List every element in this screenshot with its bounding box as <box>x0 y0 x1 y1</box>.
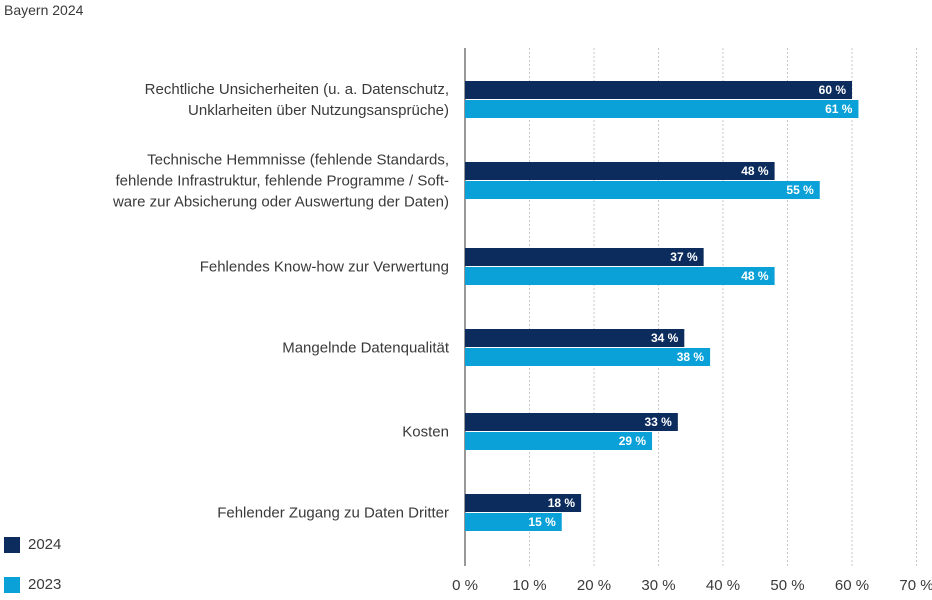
x-tick-label: 70 % <box>899 577 932 594</box>
bar-value-label: 60 % <box>819 83 847 97</box>
bar-2023 <box>465 432 653 450</box>
bar-2024 <box>465 162 775 180</box>
legend-swatch-2023 <box>4 576 20 593</box>
bar-value-label: 29 % <box>619 434 647 448</box>
bar-2024 <box>465 329 685 347</box>
bar-2024 <box>465 413 678 431</box>
category-label: Mangelnde Datenqualität <box>282 340 450 357</box>
bar-value-label: 38 % <box>677 350 705 364</box>
bar-value-label: 18 % <box>548 496 576 510</box>
category-label: Technische Hemmnisse (fehlende Standards… <box>147 152 449 169</box>
bar-value-label: 15 % <box>528 515 556 529</box>
x-tick-label: 40 % <box>706 577 740 594</box>
x-tick-label: 50 % <box>770 577 804 594</box>
bar-value-label: 61 % <box>825 102 853 116</box>
bar-value-label: 48 % <box>741 164 769 178</box>
bar-2023 <box>465 348 711 366</box>
legend-label-2023: 2023 <box>28 576 62 593</box>
bar-2024 <box>465 81 852 99</box>
category-label: Unklarheiten über Nutzungsansprüche) <box>188 102 449 119</box>
bar-2024 <box>465 248 704 266</box>
bar-value-label: 34 % <box>651 331 679 345</box>
x-tick-label: 60 % <box>835 577 869 594</box>
category-label: Fehlender Zugang zu Daten Dritter <box>217 505 449 522</box>
category-label: fehlende Infrastruktur, fehlende Program… <box>115 173 449 190</box>
category-label: ware zur Absicherung oder Auswertung der… <box>112 194 449 211</box>
bar-2023 <box>465 267 775 285</box>
legend-swatch-2024 <box>4 536 20 553</box>
category-label: Rechtliche Unsicherheiten (u. a. Datensc… <box>145 81 449 98</box>
legend-label-2024: 2024 <box>28 536 62 553</box>
bar-value-label: 37 % <box>670 250 698 264</box>
legend-item-2023: 2023 <box>4 576 61 593</box>
bar-2023 <box>465 513 562 531</box>
bar-2024 <box>465 494 582 512</box>
x-tick-label: 0 % <box>452 577 478 594</box>
x-tick-label: 20 % <box>577 577 611 594</box>
bar-2023 <box>465 100 859 118</box>
category-label: Kosten <box>402 424 449 441</box>
chart-subtitle: Bayern 2024 <box>4 2 84 18</box>
bar-value-label: 48 % <box>741 269 769 283</box>
bar-value-label: 55 % <box>786 183 814 197</box>
bar-2023 <box>465 181 820 199</box>
x-tick-label: 30 % <box>641 577 675 594</box>
legend-item-2024: 2024 <box>4 536 61 553</box>
category-label: Fehlendes Know-how zur Verwertung <box>200 259 449 276</box>
bar-value-label: 33 % <box>644 415 672 429</box>
x-tick-label: 10 % <box>512 577 546 594</box>
